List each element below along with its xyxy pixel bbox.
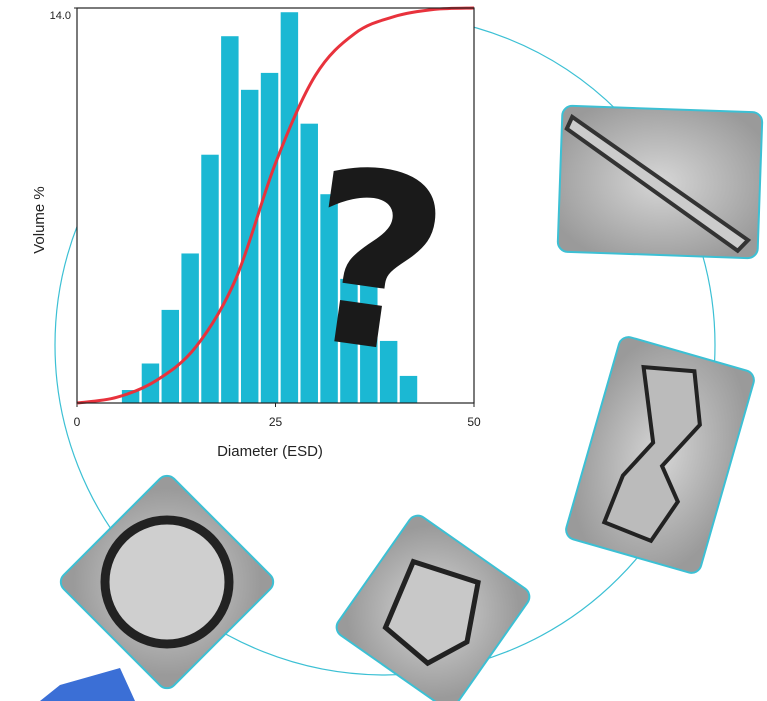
x-tick-label: 0	[74, 415, 81, 429]
x-axis-label: Diameter (ESD)	[217, 443, 323, 460]
chart: 0255014.0? Diameter (ESD) Volume %	[0, 0, 767, 701]
bar	[261, 73, 278, 403]
bar	[201, 155, 218, 403]
particle-image	[564, 335, 756, 575]
particle-image	[333, 512, 534, 701]
y-axis-label: Volume %	[31, 186, 48, 254]
bar	[221, 36, 238, 403]
particle-image	[558, 106, 763, 259]
bar	[162, 310, 179, 403]
x-tick-label: 50	[467, 415, 481, 429]
page: 0255014.0? Diameter (ESD) Volume % (() =…	[0, 0, 767, 701]
x-tick-label: 25	[269, 415, 283, 429]
bar	[241, 90, 258, 403]
bar	[181, 253, 198, 403]
y-tick-label: 14.0	[50, 10, 71, 22]
particle-image	[57, 472, 278, 693]
decorative-shape	[40, 668, 135, 701]
